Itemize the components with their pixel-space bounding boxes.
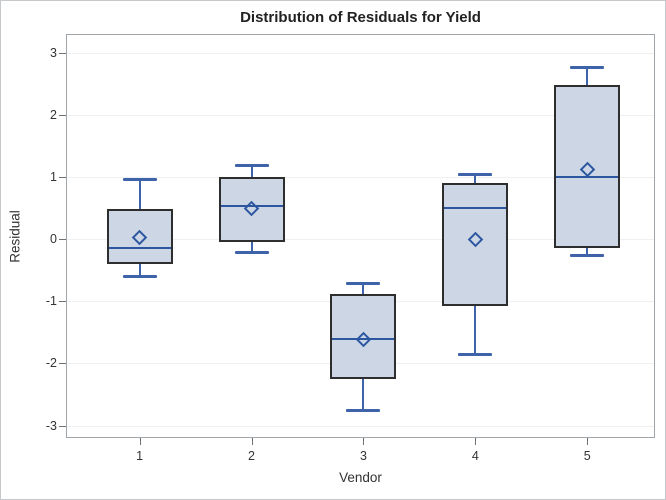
x-axis-label: Vendor (339, 470, 382, 485)
box (330, 293, 397, 379)
box (442, 183, 509, 307)
median-line (444, 207, 507, 210)
box (218, 176, 285, 243)
median-line (220, 205, 283, 208)
y-axis-tick (59, 239, 66, 241)
whisker-cap-top (346, 281, 381, 285)
x-tick-label: 5 (583, 449, 591, 463)
y-tick-label: -1 (45, 294, 57, 309)
whisker-cap-top (122, 177, 157, 181)
gridline (67, 239, 654, 241)
gridline (67, 52, 654, 54)
y-tick-label: 3 (50, 45, 57, 60)
y-tick-label: -2 (45, 356, 57, 371)
box (554, 84, 621, 249)
y-axis-tick (59, 363, 66, 365)
median-line (108, 247, 171, 250)
gridline (67, 176, 654, 178)
y-axis-tick (59, 301, 66, 303)
y-tick-label: 1 (50, 169, 57, 184)
x-tick-label: 4 (471, 449, 479, 463)
y-tick-label: 2 (50, 107, 57, 122)
chart-title: Distribution of Residuals for Yield (240, 9, 481, 26)
x-tick-label: 2 (248, 449, 255, 463)
y-tick-label: -3 (45, 418, 57, 433)
y-axis-tick (59, 52, 66, 54)
box (106, 209, 173, 264)
y-tick-label: 0 (50, 232, 57, 247)
y-axis-tick (59, 425, 66, 427)
x-axis-tick (475, 438, 477, 445)
x-tick-label: 3 (359, 449, 367, 463)
median-line (332, 337, 395, 340)
whisker-cap-bottom (234, 250, 269, 254)
x-axis-tick (363, 438, 365, 445)
gridline (67, 425, 654, 427)
x-axis-tick (139, 438, 141, 445)
x-axis-tick (251, 438, 253, 445)
whisker-cap-top (570, 65, 605, 69)
y-axis-tick (59, 114, 66, 116)
y-axis-tick (59, 176, 66, 178)
whisker-cap-top (458, 172, 493, 176)
whisker-cap-bottom (346, 409, 381, 413)
median-line (556, 175, 619, 178)
x-axis-tick (587, 438, 589, 445)
whisker-cap-bottom (122, 275, 157, 279)
whisker-cap-bottom (458, 353, 493, 357)
gridline (67, 114, 654, 116)
whisker-cap-bottom (570, 253, 605, 257)
whisker-cap-top (234, 163, 269, 167)
x-tick-label: 1 (136, 449, 144, 463)
